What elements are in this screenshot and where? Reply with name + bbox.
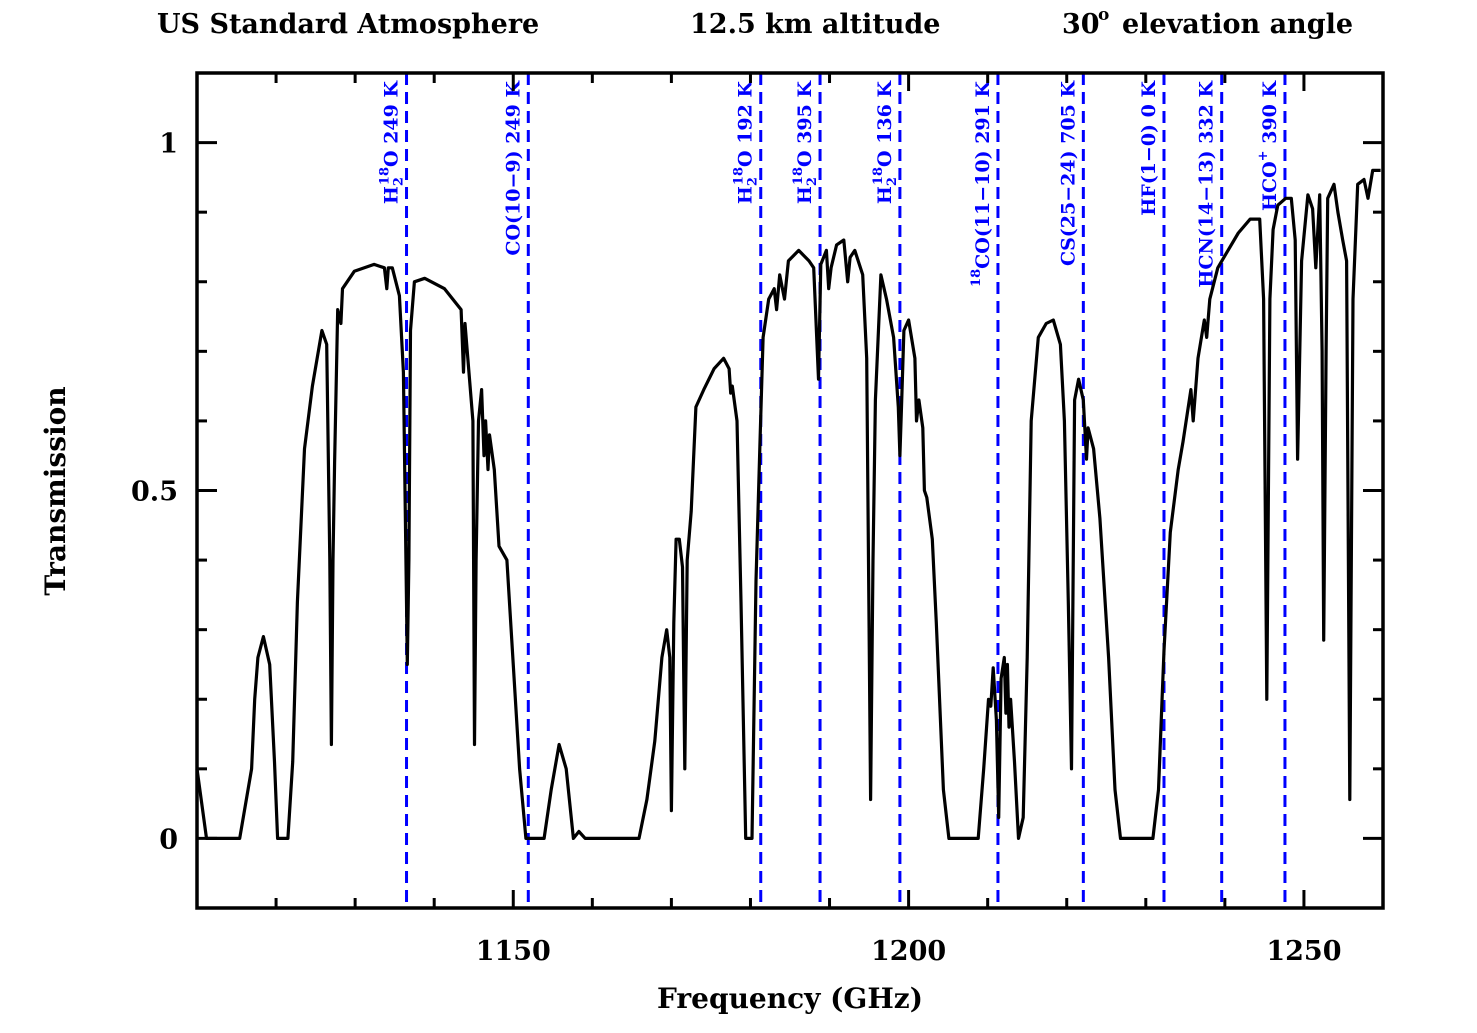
- line-label: H218O 192 K: [732, 80, 761, 205]
- line-label-tail: 390 K: [1259, 80, 1281, 151]
- axis-ticks: [195, 71, 1385, 910]
- y-tick-label-0: 0: [159, 824, 178, 855]
- line-label-mol: HCO: [1259, 161, 1281, 211]
- line-label: CS(25−24) 705 K: [1057, 80, 1079, 267]
- line-label-mol: H: [735, 186, 757, 204]
- line-label-mol: CS(25−24) 705 K: [1057, 80, 1079, 267]
- line-label-sub: 2: [805, 177, 820, 186]
- line-label-mol: HF(1−0) 0 K: [1138, 80, 1160, 216]
- molecular-lines: H218O 249 K CO(10−9) 249 K H218O 192 KH218…: [378, 73, 1287, 908]
- line-label-tail: CO(11−10) 291 K: [972, 80, 994, 269]
- y-tick-label-0.5: 0.5: [131, 477, 178, 508]
- line-label: CO(10−9) 249 K: [502, 80, 524, 256]
- title-part3-rest: elevation angle: [1122, 9, 1353, 40]
- line-label-tail: O 192 K: [735, 80, 757, 167]
- line-label-mol: H: [381, 186, 403, 204]
- line-label-sub: 2: [885, 177, 900, 186]
- chart-title: US Standard Atmosphere 12.5 km altitude …: [157, 5, 1353, 40]
- line-label-sup: 18: [732, 167, 747, 185]
- title-part3-value: 30: [1062, 9, 1100, 40]
- line-label: HCN(14−13) 332 K: [1196, 80, 1218, 288]
- title-degree-sup: o: [1098, 5, 1109, 25]
- y-tick-labels: 0 0.5 1: [131, 129, 178, 856]
- x-tick-label-1250: 1250: [1266, 936, 1341, 967]
- x-tick-label-1200: 1200: [871, 936, 946, 967]
- title-part2: 12.5 km altitude: [690, 9, 940, 40]
- line-label: 18CO(11−10) 291 K: [969, 80, 994, 287]
- transmission-curve: [195, 168, 1381, 840]
- line-label: HF(1−0) 0 K: [1138, 80, 1160, 216]
- line-label-mol: HCN(14−13) 332 K: [1196, 80, 1218, 288]
- title-part1: US Standard Atmosphere: [157, 9, 539, 40]
- line-label: H218O 395 K: [791, 80, 820, 205]
- line-label-tail: O 136 K: [874, 80, 896, 167]
- line-label-sub: 2: [746, 177, 761, 186]
- line-label-sup: +: [1256, 150, 1271, 161]
- line-label-sub: 2: [392, 177, 407, 186]
- line-label-sup: 18: [871, 167, 886, 185]
- y-tick-label-1: 1: [159, 129, 178, 160]
- x-tick-label-1150: 1150: [476, 936, 551, 967]
- line-label-sup: 18: [378, 167, 393, 185]
- line-label-tail: O 395 K: [794, 80, 816, 167]
- line-label: H218O 249 K: [378, 80, 407, 205]
- line-label-sup: 18: [791, 167, 806, 185]
- line-label-sup: 18: [969, 269, 984, 287]
- x-tick-labels: 1150 1200 1250: [476, 936, 1342, 967]
- x-axis-label: Frequency (GHz): [657, 982, 923, 1015]
- line-label-tail: O 249 K: [381, 80, 403, 167]
- y-axis-label: Transmission: [39, 386, 72, 595]
- line-label-mol: CO(10−9) 249 K: [502, 80, 524, 256]
- line-label: HCO+ 390 K: [1256, 80, 1281, 211]
- line-label-mol: H: [794, 186, 816, 204]
- line-label: H218O 136 K: [871, 80, 900, 205]
- line-label-mol: H: [874, 186, 896, 204]
